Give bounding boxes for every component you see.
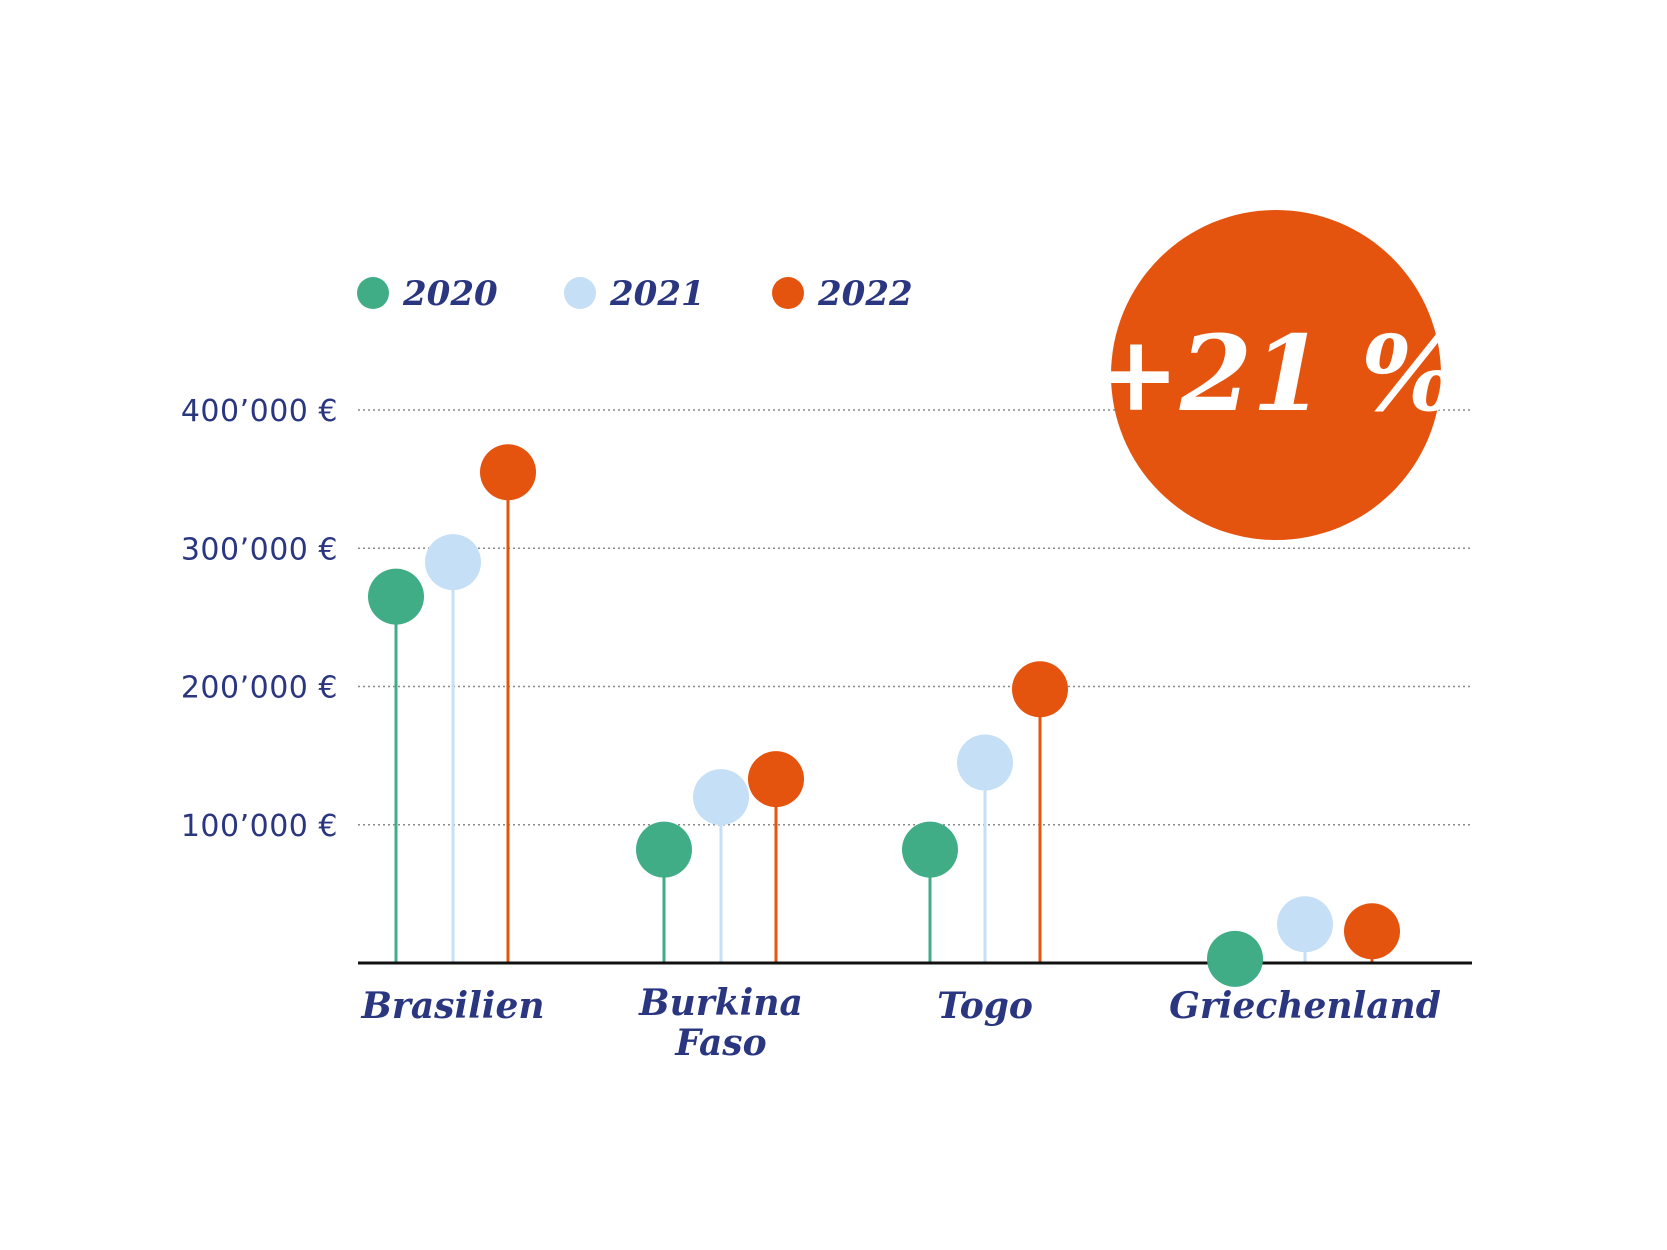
category-label: Burkina Faso	[638, 982, 803, 1064]
dot-2020	[1207, 930, 1263, 987]
legend-item-2021: 2021	[564, 274, 705, 314]
dot-2022	[1012, 661, 1068, 718]
legend-item-2022: 2022	[772, 274, 913, 314]
y-tick-label: 200’000 €	[181, 671, 338, 706]
dot-2021	[1277, 896, 1333, 953]
legend-swatch	[357, 277, 389, 309]
legend-swatch	[772, 277, 804, 309]
y-tick-label: 300’000 €	[181, 532, 338, 567]
dot-2021	[957, 734, 1013, 791]
dot-2022	[748, 751, 804, 808]
legend-swatch	[564, 277, 596, 309]
category-labels: Brasilien Burkina Faso Togo Griechenland	[360, 982, 1440, 1064]
badge-circle	[1111, 210, 1441, 540]
dot-2020	[368, 568, 424, 625]
legend-label: 2022	[817, 274, 913, 314]
badge-text: +21 %	[1093, 312, 1460, 435]
legend: 2020 2021 2022	[357, 274, 913, 314]
growth-badge: +21 %	[1093, 210, 1460, 540]
grid-lines	[358, 409, 1472, 826]
y-tick-label: 100’000 €	[181, 809, 338, 844]
dot-2022	[480, 444, 536, 501]
dot-2021	[425, 534, 481, 591]
lollipop-stems	[394, 472, 1374, 963]
dot-2020	[636, 821, 692, 878]
category-label: Griechenland	[1169, 985, 1441, 1027]
y-axis-tick-labels: 100’000 € 200’000 € 300’000 € 400’000 €	[181, 394, 338, 844]
legend-label: 2020	[402, 274, 498, 314]
category-label: Togo	[937, 985, 1033, 1027]
dot-2020	[902, 821, 958, 878]
dot-2021	[693, 769, 749, 826]
category-label: Brasilien	[360, 985, 544, 1027]
legend-label: 2021	[609, 274, 705, 314]
y-tick-label: 400’000 €	[181, 394, 338, 429]
legend-item-2020: 2020	[357, 274, 498, 314]
lollipop-heads	[368, 444, 1400, 987]
dot-2022	[1344, 903, 1400, 960]
